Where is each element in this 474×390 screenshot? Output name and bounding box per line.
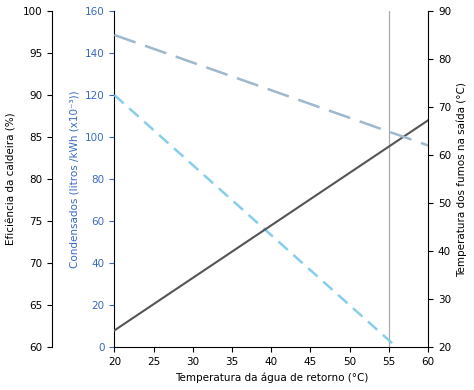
- Y-axis label: Temperatura dos fumos na saída (°C): Temperatura dos fumos na saída (°C): [456, 82, 467, 277]
- Y-axis label: Condensados (litros /kWh (x10⁻³)): Condensados (litros /kWh (x10⁻³)): [69, 90, 79, 268]
- Y-axis label: Eficiência da caldeira (%): Eficiência da caldeira (%): [7, 113, 17, 245]
- X-axis label: Temperatura da água de retorno (°C): Temperatura da água de retorno (°C): [174, 372, 368, 383]
